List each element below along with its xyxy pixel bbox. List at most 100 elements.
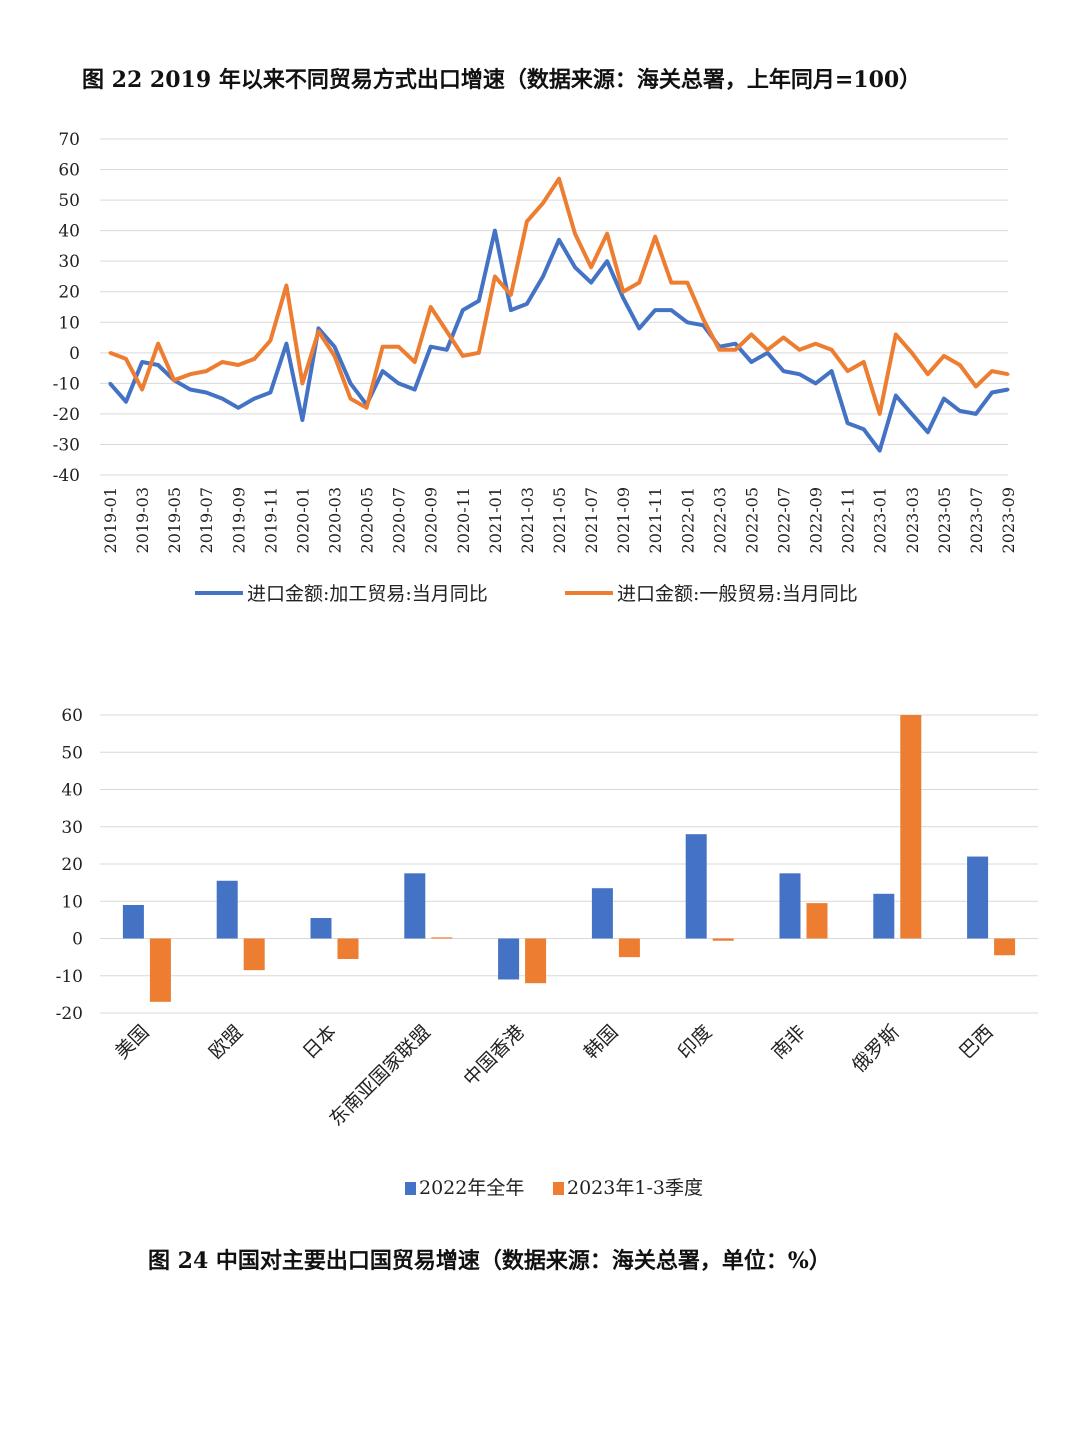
data-point [589, 281, 593, 285]
data-point [926, 430, 930, 434]
legend-swatch [553, 1182, 564, 1195]
data-point [990, 369, 994, 373]
data-point [108, 351, 112, 355]
data-point [878, 412, 882, 416]
data-point [910, 351, 914, 355]
data-point [493, 229, 497, 233]
data-point [701, 317, 705, 321]
data-point [381, 345, 385, 349]
bar-2 [337, 938, 359, 959]
bar-1 [779, 873, 801, 939]
data-point [942, 354, 946, 358]
data-point [605, 232, 609, 236]
bar-2 [525, 938, 547, 984]
x-tick-label: 2020-05 [358, 487, 377, 553]
y-tick-label: -30 [53, 435, 80, 455]
legend-label: 进口金额:一般贸易:当月同比 [617, 583, 858, 605]
bar-1 [967, 856, 989, 939]
y-tick-label: -20 [53, 405, 80, 425]
x-tick-label: 2019-01 [101, 487, 120, 553]
category-label: 南非 [768, 1021, 810, 1063]
data-point [284, 284, 288, 288]
bar-2 [431, 937, 453, 939]
data-point [717, 348, 721, 352]
data-point [653, 308, 657, 312]
category-label: 欧盟 [205, 1021, 247, 1063]
data-point [461, 308, 465, 312]
data-point [268, 391, 272, 395]
data-point [573, 265, 577, 269]
data-point [493, 274, 497, 278]
y-tick-label: 70 [58, 130, 80, 150]
data-point [509, 308, 513, 312]
data-point [188, 387, 192, 391]
x-tick-label: 2020-03 [326, 487, 345, 553]
data-point [140, 387, 144, 391]
y-tick-label: -20 [56, 1004, 83, 1024]
data-point [958, 409, 962, 413]
data-point [316, 329, 320, 333]
series-line-1 [108, 228, 1009, 453]
data-point [926, 372, 930, 376]
x-tick-label: 2022-09 [807, 487, 826, 553]
x-tick-label: 2021-11 [646, 487, 665, 553]
data-point [188, 372, 192, 376]
data-point [252, 357, 256, 361]
data-point [525, 219, 529, 223]
x-tick-label: 2022-05 [742, 487, 761, 553]
y-tick-label: -40 [53, 466, 80, 486]
legend-label: 2023年1-3季度 [567, 1177, 703, 1199]
x-tick-label: 2021-01 [486, 487, 505, 553]
x-tick-label: 2021-03 [518, 487, 537, 553]
data-point [140, 360, 144, 364]
data-point [974, 412, 978, 416]
data-point [765, 348, 769, 352]
y-tick-label: 20 [61, 855, 83, 875]
bar-2 [243, 938, 265, 971]
x-tick-label: 2023-05 [935, 487, 954, 553]
x-tick-label: 2019-03 [133, 487, 152, 553]
data-point [541, 274, 545, 278]
data-point [316, 326, 320, 330]
y-tick-label: 0 [69, 344, 80, 364]
data-point [108, 381, 112, 385]
data-point [733, 348, 737, 352]
data-point [669, 308, 673, 312]
x-tick-label: 2023-07 [967, 487, 986, 553]
data-point [461, 354, 465, 358]
y-tick-label: 40 [61, 781, 83, 801]
data-point [942, 397, 946, 401]
data-point [397, 345, 401, 349]
data-point [782, 336, 785, 340]
data-point [846, 369, 850, 373]
data-point [284, 342, 288, 346]
data-point [557, 238, 561, 242]
x-tick-label: 2020-01 [293, 487, 312, 553]
data-point [300, 381, 304, 385]
x-tick-label: 2023-09 [999, 487, 1018, 553]
x-tick-label: 2022-01 [678, 487, 697, 553]
bar-1 [591, 888, 613, 939]
data-point [525, 302, 529, 306]
data-point [333, 354, 336, 358]
data-point [349, 397, 353, 401]
data-point [846, 421, 850, 425]
legend-label: 2022年全年 [419, 1177, 524, 1199]
data-point [1006, 372, 1010, 376]
x-tick-label: 2020-09 [422, 487, 441, 553]
data-point [765, 351, 769, 355]
data-point [204, 391, 208, 395]
y-tick-label: 60 [61, 706, 83, 726]
data-point [878, 449, 882, 453]
data-point [910, 412, 914, 416]
y-tick-label: 60 [58, 161, 80, 181]
data-point [429, 305, 433, 309]
y-tick-label: 10 [58, 313, 80, 333]
data-point [814, 342, 818, 346]
y-tick-label: -10 [53, 374, 80, 394]
data-point [637, 326, 641, 330]
data-point [509, 293, 513, 297]
data-point [733, 342, 737, 346]
data-point [349, 381, 353, 385]
data-point [1006, 387, 1010, 391]
